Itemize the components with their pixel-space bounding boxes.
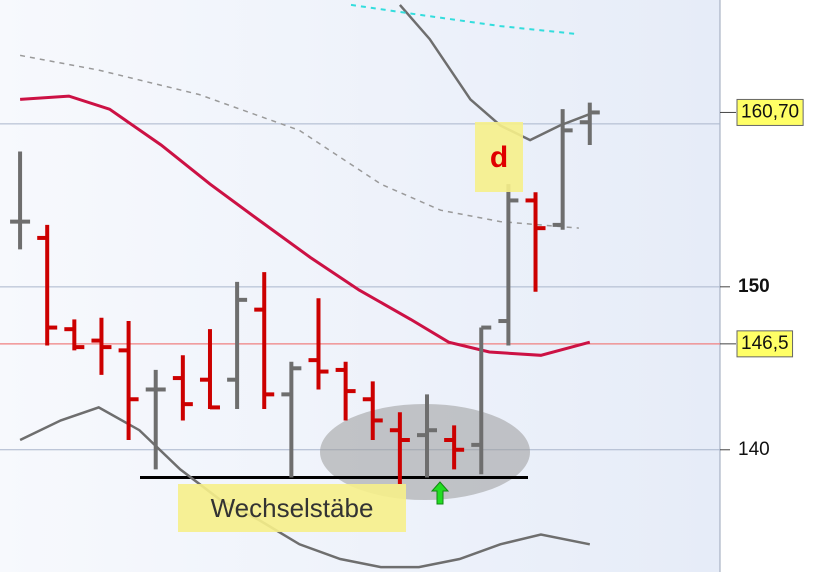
annotation-text: Wechselstäbe: [211, 493, 374, 523]
axis-background: [720, 0, 836, 572]
annotation-box: [178, 484, 406, 532]
price-marker: 146,5: [736, 330, 794, 358]
indicator-line: [19, 94, 591, 357]
price-marker-label: 146,5: [741, 333, 789, 354]
price-marker: 160,70: [736, 98, 804, 126]
indicator-line: [19, 54, 579, 229]
y-tick-label: 150: [738, 276, 770, 297]
price-marker-label: 160,70: [741, 101, 799, 122]
price-marker-box: [736, 330, 794, 358]
annotation-text: d: [490, 141, 508, 174]
indicator-line: [19, 406, 591, 569]
annotation-box: [475, 122, 523, 192]
y-tick-label: 140: [738, 439, 770, 460]
arrow-icon: [430, 481, 450, 505]
indicator-line: [350, 3, 580, 36]
price-marker-box: [736, 98, 804, 126]
